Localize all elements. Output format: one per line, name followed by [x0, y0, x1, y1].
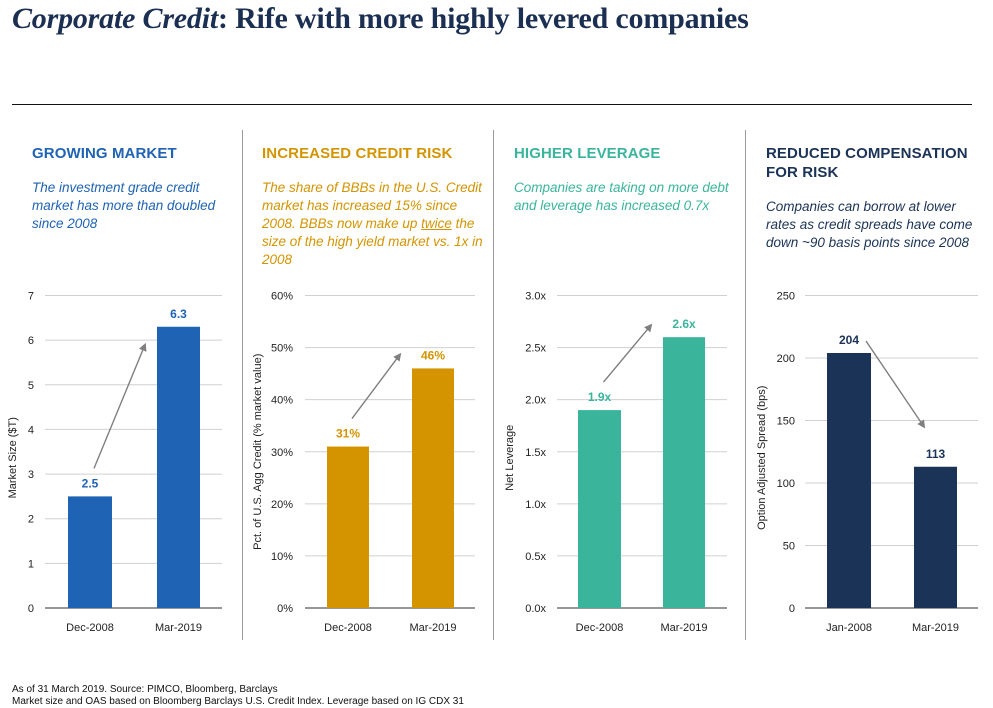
x-tick-label: Mar-2019	[912, 622, 959, 634]
panel-heading-credit-risk: INCREASED CREDIT RISK	[262, 145, 453, 162]
bar	[578, 410, 621, 608]
trend-arrow-up-icon	[602, 323, 653, 383]
panel-description-credit-risk: The share of BBBs in the U.S. Credit mar…	[262, 179, 484, 269]
y-tick-label: 4	[28, 424, 34, 436]
y-tick-label: 0.0x	[525, 603, 546, 615]
footer-methodology-note: Market size and OAS based on Bloomberg B…	[12, 696, 464, 707]
bar	[157, 326, 200, 608]
y-tick-label: 60%	[271, 291, 293, 303]
y-tick-label: 1.5x	[525, 447, 546, 459]
y-tick-label: 0	[789, 603, 795, 615]
y-tick-label: 250	[777, 291, 795, 303]
y-tick-label: 7	[28, 291, 34, 303]
y-tick-label: 150	[777, 416, 795, 428]
x-tick-label: Dec-2008	[66, 622, 114, 634]
panel-description-higher-leverage: Companies are taking on more debt and le…	[514, 180, 729, 213]
title-rule	[12, 104, 972, 105]
desc-emphasis: twice	[421, 216, 452, 231]
y-tick-label: 6	[28, 335, 34, 347]
y-tick-label: 50%	[271, 343, 293, 355]
panel-heading-reduced-compensation: REDUCED COMPENSATION FOR RISK	[766, 145, 968, 181]
y-tick-label: 1.0x	[525, 499, 546, 511]
page-title-rest: : Rife with more highly levered companie…	[217, 2, 749, 35]
x-tick-label: Mar-2019	[660, 622, 707, 634]
data-label: 113	[926, 447, 946, 461]
y-tick-label: 2.0x	[525, 395, 546, 407]
y-tick-label: 40%	[271, 395, 293, 407]
data-label: 31%	[336, 427, 360, 441]
y-tick-label: 200	[777, 353, 795, 365]
y-tick-label: 30%	[271, 447, 293, 459]
x-tick-label: Mar-2019	[155, 622, 202, 634]
panel-divider	[493, 130, 494, 640]
y-tick-label: 1	[28, 558, 34, 570]
y-tick-label: 100	[777, 478, 795, 490]
data-label: 1.9x	[588, 390, 612, 404]
x-tick-label: Dec-2008	[576, 622, 624, 634]
y-tick-label: 3	[28, 469, 34, 481]
y-tick-label: 0.5x	[525, 551, 546, 563]
panel-heading-growing-market: GROWING MARKET	[32, 145, 177, 162]
y-tick-label: 0%	[277, 603, 293, 615]
panel-divider	[745, 130, 746, 640]
x-tick-label: Dec-2008	[324, 622, 372, 634]
y-tick-label: 50	[783, 541, 795, 553]
y-axis-title: Net Leverage	[504, 425, 516, 491]
bar	[68, 496, 112, 608]
bar	[327, 446, 369, 608]
y-tick-label: 10%	[271, 551, 293, 563]
panel-description-growing-market: The investment grade credit market has m…	[32, 180, 216, 231]
y-axis-title: Pct. of U.S. Agg Credit (% market value)	[252, 354, 264, 550]
bar	[914, 466, 957, 608]
y-tick-label: 3.0x	[525, 291, 546, 303]
panel-divider	[242, 130, 243, 640]
bar	[663, 337, 705, 608]
bar	[827, 353, 871, 608]
y-tick-label: 2	[28, 514, 34, 526]
page-title-topic: Corporate Credit	[12, 2, 218, 35]
trend-arrow-up-icon	[351, 352, 402, 419]
y-axis-title: Option Adjusted Spread (bps)	[756, 386, 768, 530]
y-tick-label: 2.5x	[525, 343, 546, 355]
data-label: 204	[839, 333, 859, 347]
x-tick-label: Jan-2008	[826, 622, 872, 634]
desc-part: the size of the high yield market vs. 1x…	[262, 216, 483, 267]
y-tick-label: 5	[28, 380, 34, 392]
trend-arrow-up-icon	[93, 342, 147, 469]
data-label: 46%	[421, 348, 445, 362]
desc-part: The share of BBBs in the U.S. Credit mar…	[262, 180, 482, 231]
panel-description-reduced-compensation: Companies can borrow at lower rates as c…	[766, 199, 973, 250]
y-tick-label: 0	[28, 603, 34, 615]
y-tick-label: 20%	[271, 499, 293, 511]
x-tick-label: Mar-2019	[409, 622, 456, 634]
data-label: 6.3	[170, 307, 187, 321]
data-label: 2.6x	[672, 317, 696, 331]
data-label: 2.5	[82, 476, 99, 490]
page-title: Corporate Credit: Rife with more highly …	[12, 2, 749, 36]
footer-source-note: As of 31 March 2019. Source: PIMCO, Bloo…	[12, 684, 278, 695]
y-axis-title: Market Size ($T)	[7, 417, 19, 498]
bar	[412, 368, 454, 608]
panel-heading-higher-leverage: HIGHER LEVERAGE	[514, 145, 661, 162]
trend-arrow-down-icon	[865, 340, 926, 429]
